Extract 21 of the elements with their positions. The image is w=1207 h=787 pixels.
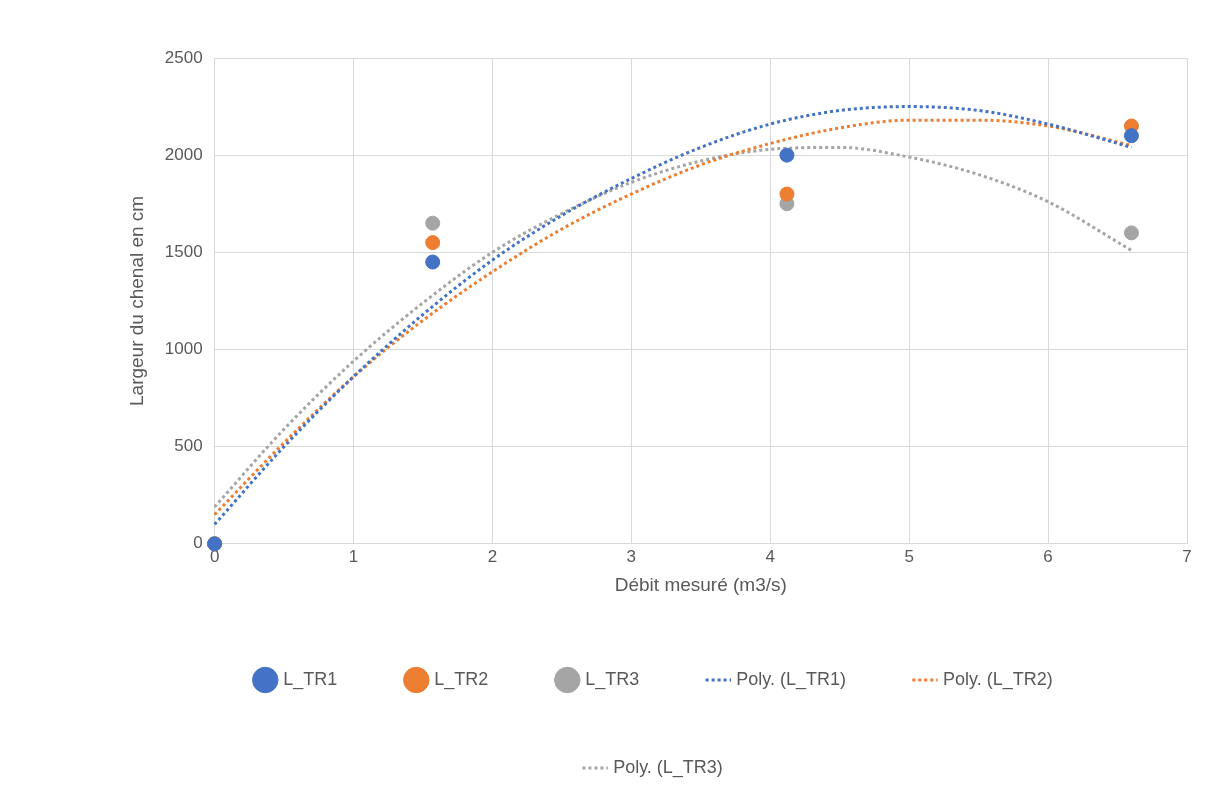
y-tick-label: 2500 <box>164 47 203 67</box>
legend-label: L_TR1 <box>283 668 338 690</box>
y-tick-label: 1500 <box>164 242 203 262</box>
legend-label: L_TR3 <box>585 668 640 690</box>
x-tick-label: 6 <box>1043 546 1053 566</box>
x-tick-label: 1 <box>348 546 359 566</box>
legend-label: Poly. (L_TR3) <box>613 756 723 778</box>
y-tick-label: 0 <box>193 533 203 553</box>
x-tick-label: 4 <box>765 546 775 566</box>
x-tick-label: 5 <box>904 546 914 566</box>
legend-label: Poly. (L_TR2) <box>943 668 1053 690</box>
x-tick-label: 3 <box>626 546 637 566</box>
y-axis-title: Largeur du chenal en cm <box>125 195 147 406</box>
legend-label: Poly. (L_TR1) <box>736 668 847 690</box>
x-tick-label: 2 <box>487 546 498 566</box>
y-tick-label: 500 <box>174 436 203 456</box>
x-axis-title: Débit mesuré (m3/s) <box>614 573 787 595</box>
y-tick-label: 2000 <box>164 144 203 164</box>
x-tick-label: 7 <box>1182 546 1192 566</box>
legend-label: L_TR2 <box>434 668 489 690</box>
y-tick-label: 1000 <box>164 339 203 359</box>
